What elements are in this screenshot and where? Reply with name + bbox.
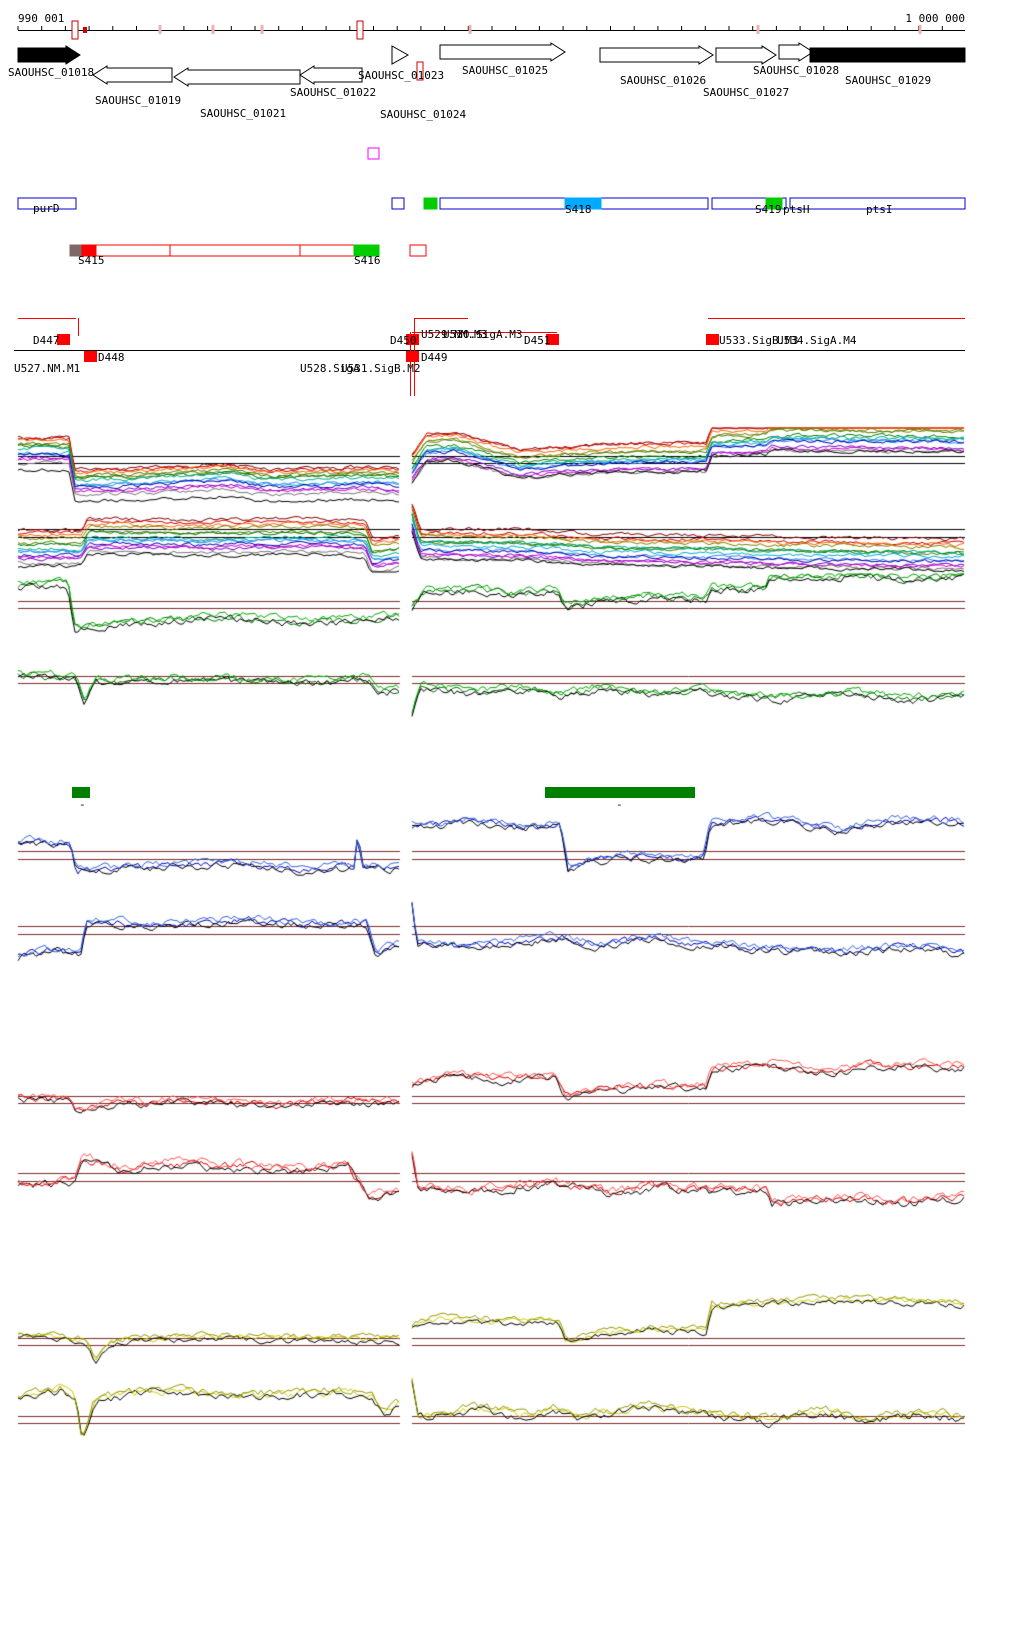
marker-label: D447	[33, 334, 60, 347]
marker-label: U531.SigB.M2	[341, 362, 420, 375]
feature-label: S415	[78, 254, 105, 267]
feature-label: S418	[565, 203, 592, 216]
marker-label: U529.NM.M3	[421, 328, 487, 341]
variant-mark-icon[interactable]	[71, 20, 79, 40]
gene-saouhsc_01026[interactable]	[599, 45, 714, 65]
transcript-box[interactable]	[711, 197, 787, 210]
gene-label: SAOUHSC_01022	[290, 86, 376, 99]
variant-mark-icon[interactable]	[83, 27, 87, 33]
enrichment-bar[interactable]	[545, 787, 695, 798]
gene-saouhsc_01021[interactable]	[173, 67, 301, 87]
variant-mark-icon[interactable]	[356, 20, 364, 40]
gene-saouhsc_01029[interactable]	[809, 47, 966, 63]
gene-saouhsc_01022[interactable]	[299, 65, 363, 85]
transcript-segment[interactable]	[765, 197, 783, 210]
transcript-segment[interactable]	[423, 197, 438, 210]
marker-label: D450	[390, 334, 417, 347]
feature-label: S416	[354, 254, 381, 267]
operon-box[interactable]	[95, 244, 361, 257]
gene-label: SAOUHSC_01021	[200, 107, 286, 120]
variant-mark-icon[interactable]	[468, 25, 472, 34]
transcript-box[interactable]	[789, 197, 966, 210]
variant-mark-icon[interactable]	[756, 25, 760, 34]
transcript-segment[interactable]	[564, 197, 602, 210]
variant-mark-icon[interactable]	[260, 25, 264, 34]
transcript-box[interactable]	[391, 197, 405, 210]
gene-saouhsc_01018[interactable]	[17, 45, 81, 65]
feature-label: ptsI	[866, 203, 893, 216]
gene-label: SAOUHSC_01027	[703, 86, 789, 99]
marker-label: D448	[98, 351, 125, 364]
selection-box-icon[interactable]	[367, 147, 380, 160]
gene-saouhsc_01028[interactable]	[778, 42, 814, 62]
marker-box[interactable]	[406, 334, 419, 345]
marker-label: U527.NM.M1	[14, 362, 80, 375]
variant-mark-icon[interactable]	[211, 25, 215, 34]
gene-saouhsc_01019[interactable]	[92, 65, 173, 85]
gene-label: SAOUHSC_01026	[620, 74, 706, 87]
operon-segment[interactable]	[353, 244, 380, 257]
ruler-start-label: 990 001	[18, 12, 64, 25]
enrichment-bar-label: -	[616, 798, 623, 811]
variant-mark-icon[interactable]	[918, 25, 922, 34]
gene-label: SAOUHSC_01018	[8, 66, 94, 79]
variant-mark-icon[interactable]	[416, 61, 424, 81]
gene-label: SAOUHSC_01023	[358, 69, 444, 82]
gene-label: SAOUHSC_01024	[380, 108, 466, 121]
marker-label: U534.SigA.M4	[777, 334, 857, 347]
feature-label: ptsH	[783, 203, 810, 216]
variant-mark-icon[interactable]	[158, 25, 162, 34]
gene-label: SAOUHSC_01025	[462, 64, 548, 77]
marker-label: U528.SigA	[300, 362, 360, 375]
marker-label: U533.SigB.M3	[719, 334, 798, 347]
enrichment-bar[interactable]	[72, 787, 90, 798]
marker-box[interactable]	[406, 351, 419, 362]
feature-label: purD	[33, 202, 60, 215]
transcript-box[interactable]	[17, 197, 77, 210]
marker-box[interactable]	[57, 334, 70, 345]
marker-label: D449	[421, 351, 448, 364]
marker-label: D451	[524, 334, 551, 347]
marker-box[interactable]	[84, 351, 97, 362]
operon-box[interactable]	[409, 244, 427, 257]
marker-box[interactable]	[706, 334, 719, 345]
feature-label: S419	[755, 203, 782, 216]
gene-saouhsc_01027[interactable]	[715, 45, 777, 65]
gene-saouhsc_01023[interactable]	[391, 45, 410, 65]
gene-label: SAOUHSC_01029	[845, 74, 931, 87]
marker-box[interactable]	[546, 334, 559, 345]
gene-label: SAOUHSC_01028	[753, 64, 839, 77]
gene-saouhsc_01025[interactable]	[439, 42, 566, 62]
marker-label: U530.SigA.M3	[443, 328, 522, 341]
gene-label: SAOUHSC_01019	[95, 94, 181, 107]
enrichment-bar-label: -	[79, 798, 86, 811]
ruler-end-label: 1 000 000	[905, 12, 965, 25]
